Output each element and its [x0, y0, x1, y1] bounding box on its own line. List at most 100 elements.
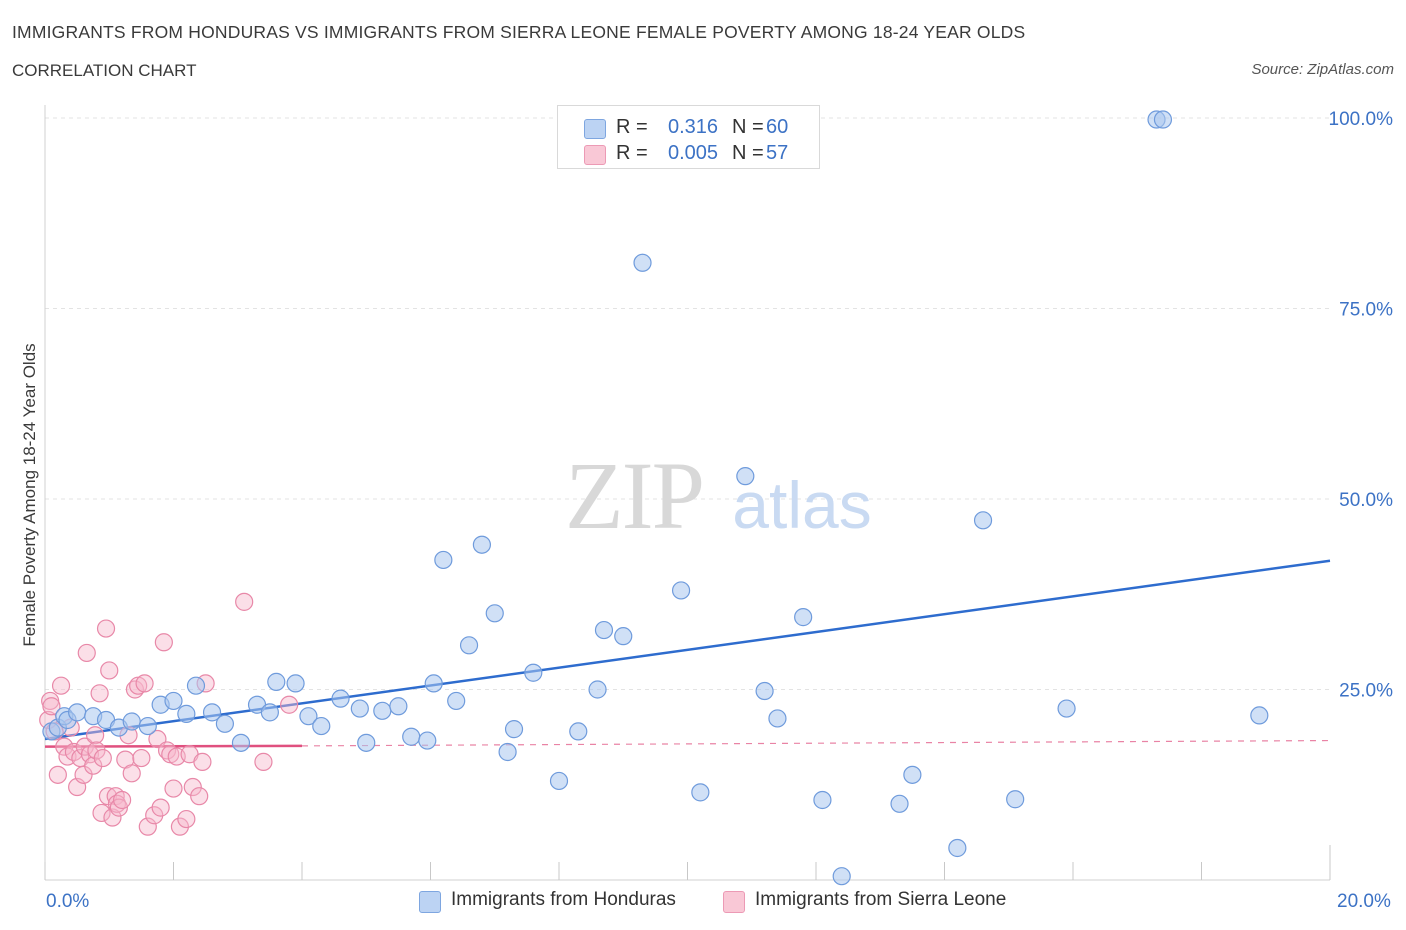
point-honduras: [588, 680, 607, 699]
legend-r-label: R =: [616, 116, 648, 138]
source-label: Source: ZipAtlas.com: [1251, 61, 1394, 78]
point-honduras: [424, 674, 443, 693]
legend-r-value: 0.316: [667, 116, 719, 138]
point-honduras: [231, 733, 251, 752]
point-sierra-leone: [193, 752, 212, 771]
point-honduras: [260, 703, 279, 722]
point-honduras: [402, 727, 421, 746]
point-sierra-leone: [42, 697, 61, 716]
legend-n-value: 57: [766, 142, 789, 164]
point-sierra-leone: [183, 777, 202, 797]
point-honduras: [903, 765, 922, 784]
point-honduras: [594, 620, 614, 640]
points-layer: [39, 110, 1269, 886]
point-honduras: [504, 720, 524, 739]
y-tick-label-75: 75.0%: [1339, 300, 1393, 321]
point-honduras: [164, 691, 183, 711]
legend-r-value: 0.005: [667, 142, 719, 164]
point-honduras: [138, 716, 157, 736]
point-sierra-leone: [103, 808, 122, 827]
point-sierra-leone: [48, 765, 67, 784]
point-honduras: [614, 627, 633, 646]
legend-swatch-blue: [584, 119, 606, 139]
point-honduras: [691, 783, 710, 802]
point-sierra-leone: [190, 787, 209, 806]
point-honduras: [832, 867, 851, 886]
trend-line-sierra-leone-extension: [301, 739, 1331, 747]
point-sierra-leone: [100, 661, 119, 680]
point-honduras: [447, 691, 466, 711]
point-sierra-leone: [235, 592, 254, 611]
watermark-zip: ZIP: [565, 442, 703, 549]
point-honduras: [633, 253, 652, 272]
point-sierra-leone: [87, 741, 106, 760]
stats-legend: R = 0.316 N = 60 R = 0.005 N = 57: [557, 105, 820, 169]
point-honduras: [357, 733, 376, 752]
point-sierra-leone: [74, 765, 93, 784]
point-sierra-leone: [93, 748, 112, 768]
point-honduras: [813, 790, 832, 810]
point-honduras: [524, 663, 543, 682]
watermark-atlas: atlas: [732, 468, 871, 542]
x-tick-label-min: 0.0%: [46, 891, 90, 912]
point-honduras: [1057, 699, 1076, 718]
point-honduras: [794, 608, 813, 627]
point-honduras: [215, 714, 234, 733]
point-sierra-leone: [55, 737, 74, 756]
legend-n-value: 60: [766, 116, 789, 138]
chart-subtitle: CORRELATION CHART: [12, 61, 197, 80]
point-honduras: [267, 672, 286, 691]
legend-swatch-pink: [584, 145, 606, 165]
point-honduras: [549, 771, 569, 791]
y-tick-labels: 25.0% 50.0% 75.0% 100.0%: [1329, 109, 1394, 702]
point-honduras: [312, 716, 331, 736]
point-honduras: [299, 707, 318, 726]
point-honduras: [202, 703, 222, 722]
bottom-legend-label: Immigrants from Honduras: [451, 889, 676, 910]
point-honduras: [331, 689, 350, 708]
point-sierra-leone: [154, 633, 173, 652]
point-sierra-leone: [96, 619, 116, 638]
legend-n-label: N =: [732, 142, 764, 164]
point-honduras: [890, 794, 909, 813]
point-sierra-leone: [84, 756, 103, 775]
point-sierra-leone: [92, 803, 111, 823]
point-honduras: [186, 676, 206, 695]
point-honduras: [177, 704, 196, 723]
point-honduras: [768, 709, 787, 728]
point-honduras: [948, 838, 967, 858]
chart-title: IMMIGRANTS FROM HONDURAS VS IMMIGRANTS F…: [12, 22, 1026, 42]
y-axis-label: Female Poverty Among 18-24 Year Olds: [20, 343, 39, 647]
axis-layer: [44, 105, 1331, 881]
legend-n-label: N =: [732, 116, 764, 138]
point-honduras: [973, 511, 993, 530]
point-sierra-leone: [132, 748, 151, 768]
point-honduras: [459, 636, 479, 655]
point-sierra-leone: [164, 779, 183, 798]
legend-r-label: R =: [616, 142, 648, 164]
point-honduras: [671, 581, 691, 600]
y-tick-label-100: 100.0%: [1329, 109, 1394, 130]
point-sierra-leone: [151, 798, 170, 817]
point-honduras: [498, 742, 517, 762]
point-honduras: [68, 703, 87, 722]
bottom-legend-label: Immigrants from Sierra Leone: [755, 889, 1007, 910]
point-sierra-leone: [51, 676, 71, 695]
point-sierra-leone: [90, 684, 109, 703]
point-honduras: [755, 681, 774, 701]
point-sierra-leone: [177, 809, 196, 829]
x-tick-label-max: 20.0%: [1337, 891, 1391, 912]
point-honduras: [1006, 790, 1025, 809]
watermark: ZIP atlas: [565, 442, 872, 549]
point-honduras: [122, 712, 141, 731]
point-honduras: [569, 722, 588, 741]
point-sierra-leone: [86, 726, 105, 745]
point-honduras: [418, 731, 437, 750]
point-honduras: [286, 674, 305, 693]
bottom-legend-swatch-pink: [723, 891, 745, 913]
y-tick-label-50: 50.0%: [1339, 490, 1393, 511]
point-honduras: [1153, 110, 1173, 129]
point-sierra-leone: [135, 674, 154, 693]
point-honduras: [389, 697, 408, 716]
